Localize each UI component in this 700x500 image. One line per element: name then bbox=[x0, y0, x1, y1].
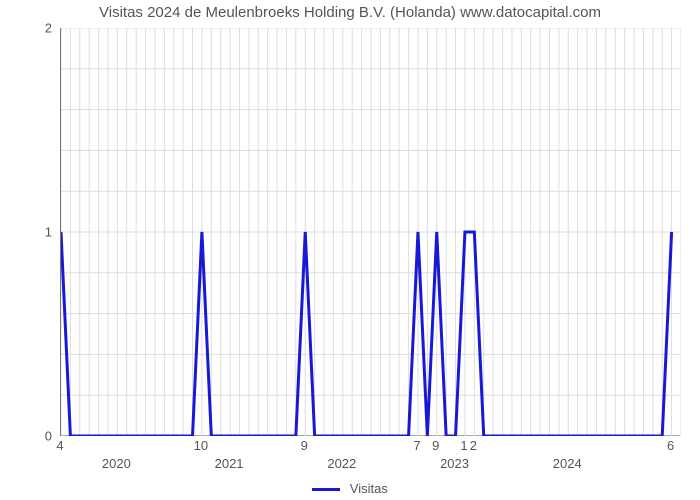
y-tick-label: 2 bbox=[12, 21, 52, 36]
x-tick-label: 2024 bbox=[553, 456, 582, 471]
x-tick-label: 2023 bbox=[440, 456, 469, 471]
legend: Visitas bbox=[0, 481, 700, 496]
x-tick-label: 2022 bbox=[327, 456, 356, 471]
point-value-label: 4 bbox=[56, 438, 63, 453]
chart-title: Visitas 2024 de Meulenbroeks Holding B.V… bbox=[0, 4, 700, 21]
series-line bbox=[61, 232, 672, 436]
point-value-label: 9 bbox=[432, 438, 439, 453]
legend-swatch bbox=[312, 488, 340, 491]
plot-svg bbox=[61, 28, 681, 436]
grid bbox=[61, 28, 681, 436]
y-tick-label: 1 bbox=[12, 225, 52, 240]
point-value-label: 6 bbox=[667, 438, 674, 453]
legend-label: Visitas bbox=[350, 481, 388, 496]
chart-container: Visitas 2024 de Meulenbroeks Holding B.V… bbox=[0, 0, 700, 500]
point-value-label: 2 bbox=[470, 438, 477, 453]
plot-area bbox=[60, 28, 680, 436]
point-value-label: 7 bbox=[413, 438, 420, 453]
x-tick-label: 2021 bbox=[215, 456, 244, 471]
point-value-label: 1 bbox=[460, 438, 467, 453]
x-tick-label: 2020 bbox=[102, 456, 131, 471]
point-value-label: 9 bbox=[301, 438, 308, 453]
point-value-label: 10 bbox=[194, 438, 208, 453]
y-tick-label: 0 bbox=[12, 429, 52, 444]
